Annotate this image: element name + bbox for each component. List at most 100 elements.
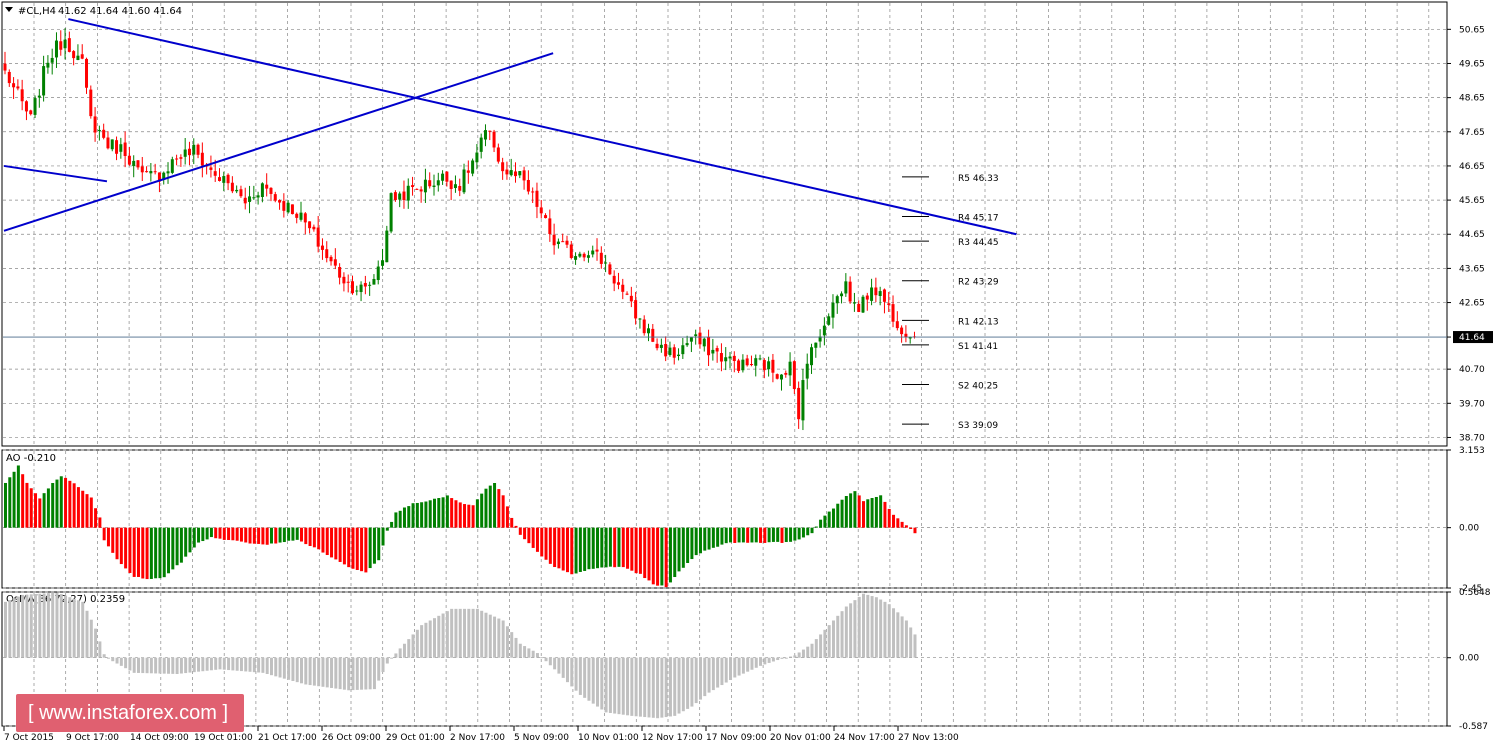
price-candle-body [509,170,513,176]
ao-bar [909,527,913,530]
ao-bar [111,527,115,553]
price-candle-body [119,144,123,152]
price-candle-body [668,347,672,356]
price-candle-body [7,71,11,84]
ao-bar [497,489,501,528]
ao-bar [398,510,402,528]
price-candle-body [466,170,470,173]
price-candle-body [325,249,329,259]
osma-bar [565,657,569,683]
osma-bar [467,608,471,658]
osma-bar [823,629,827,658]
price-candle-body [127,155,131,165]
price-candle-body [226,174,230,184]
ao-bar [801,527,805,538]
price-candle-body [312,226,316,230]
price-candle-body [874,287,878,296]
osma-bar [827,625,831,658]
ao-bar [154,527,158,579]
price-candle-body [848,281,852,302]
price-candle-body [46,62,50,68]
osma-bar [402,643,406,658]
osma-bar [51,592,55,658]
ao-bar [437,498,441,528]
price-candle-body [295,213,299,218]
price-candle-body [775,374,779,379]
ao-bar [317,527,321,550]
osma-bar [445,611,449,658]
osma-bar [16,596,20,658]
ao-bar [167,527,171,574]
ao-bar [128,527,132,573]
price-candle-body [63,39,67,49]
ao-bar [38,498,42,528]
price-candle-body [685,343,689,346]
osma-bar [716,657,720,688]
pivot-label-s2: S2 40.25 [958,382,998,392]
osma-bar [102,654,106,658]
ao-bar [89,497,93,528]
ao-bar [789,527,793,542]
price-candle-body [162,172,166,180]
osma-bar [372,657,376,690]
price-candle-body [870,287,874,301]
ao-bar [330,527,334,558]
ao-bar [874,496,878,528]
osma-bar [857,596,861,658]
osma-bar [463,608,467,658]
ao-bar [698,527,702,554]
ao-bar [72,483,76,528]
price-candle-body [827,316,831,325]
ao-bar [463,504,467,528]
price-candle-body [574,256,578,260]
osma-bar [574,657,578,691]
ao-bar [475,499,479,528]
price-candle-body [882,289,886,302]
price-candle-body [638,318,642,320]
y-tick-label: 39.70 [1459,399,1485,409]
price-candle-body [16,86,20,89]
osma-bar [278,657,282,678]
osma-bar [197,657,201,672]
price-candle-body [415,188,419,190]
ao-bar [441,497,445,528]
price-candle-body [689,337,693,342]
price-candle-body [393,192,397,201]
ao-bar [784,527,788,543]
price-candle-body [149,171,153,174]
ao-bar [707,527,711,550]
price-candle-body [59,41,63,50]
dropdown-triangle-icon [5,7,13,12]
osma-bar [806,646,810,658]
osma-bar [34,594,38,658]
price-candle-body [157,172,161,182]
osma-bar [480,610,484,658]
osma-bar [106,657,110,659]
y-tick-label: 44.65 [1459,230,1485,240]
ao-bar [201,527,205,542]
osma-bar [398,648,402,658]
osma-bar [608,657,612,713]
current-price-label: 41.64 [1459,333,1485,343]
price-candle-body [432,185,436,187]
ao-bar [42,493,46,528]
x-tick-label: 10 Nov 01:00 [578,733,639,743]
osma-bar [364,657,368,690]
ao-bar [59,476,63,528]
ohlc-values: 41.62 41.64 41.60 41.64 [58,6,182,17]
osma-bar [433,618,436,658]
pane-frame-1 [1,449,1448,589]
osma-bar [784,657,788,659]
ao-bar [394,512,398,528]
osma-bar [85,610,89,658]
osma-bar [759,657,763,666]
ao-bar [741,527,745,543]
ao-bar [711,527,715,548]
osma-bar [866,594,870,658]
ao-bar [21,474,25,528]
osma-bar [913,634,917,658]
ao-bar [578,527,582,572]
ao-bar [119,527,123,565]
y-tick-label: 42.65 [1459,299,1485,309]
osma-bar [694,657,698,704]
